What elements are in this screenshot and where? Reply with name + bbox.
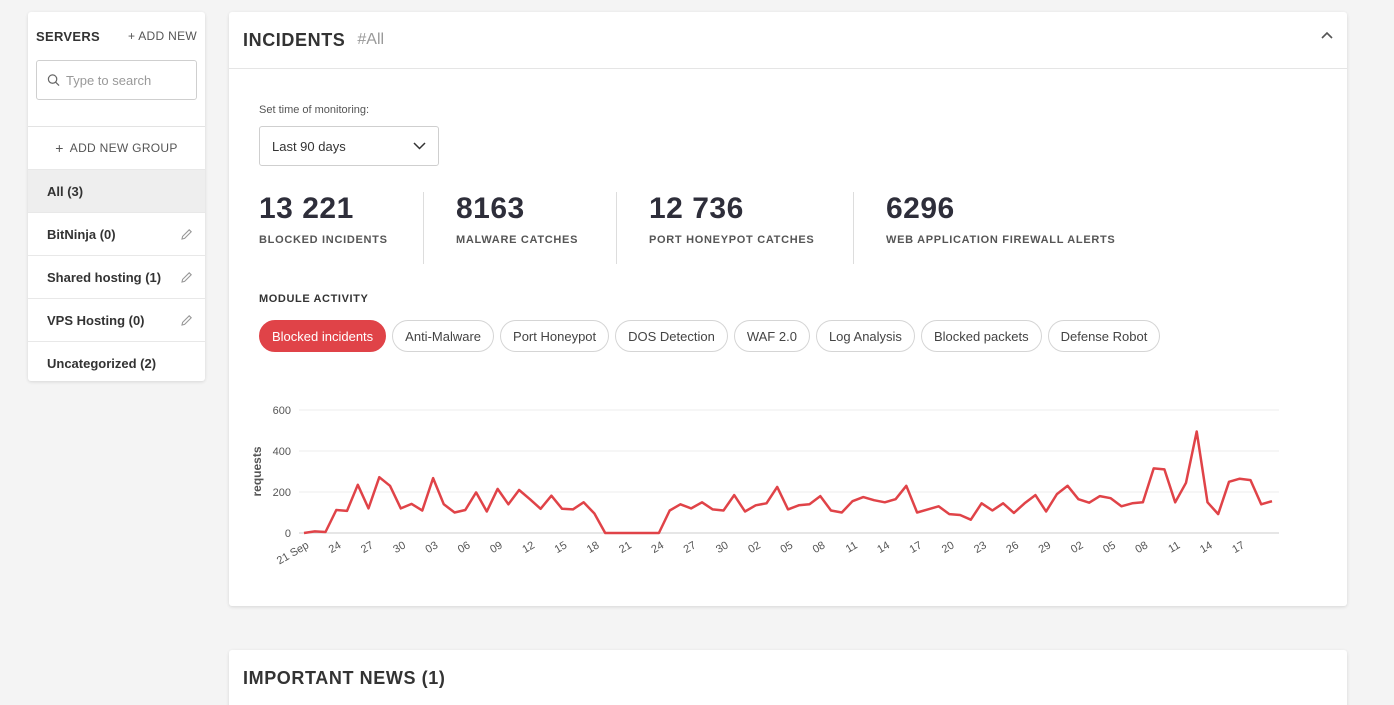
x-tick-label: 30 [391,539,408,556]
sidebar-group-item[interactable]: VPS Hosting (0) [28,298,205,341]
module-tab[interactable]: WAF 2.0 [733,320,810,352]
server-search-input[interactable] [66,72,186,88]
stat-waf-alerts: 6296 WEB APPLICATION FIREWALL ALERTS [886,192,1115,264]
sidebar-group-label: VPS Hosting (0) [47,312,145,328]
incidents-title: INCIDENTS [243,29,346,50]
x-tick-label: 24 [649,539,666,556]
y-axis-label: requests [250,446,264,496]
module-tabs: Blocked incidents Anti-Malware Port Honeyp… [259,320,1161,352]
y-tick-label: 0 [285,528,291,540]
sidebar-group-item[interactable]: All (3) [28,169,205,212]
module-tab[interactable]: Blocked packets [920,320,1042,352]
chevron-up-icon[interactable] [1321,31,1333,39]
incidents-card: INCIDENTS #All Set time of monitoring: L… [229,12,1347,606]
y-tick-label: 600 [273,405,291,417]
x-tick-label: 23 [972,539,989,556]
important-news-title: IMPORTANT NEWS (1) [243,668,446,688]
plus-icon: + [55,140,64,156]
stat-blocked-incidents: 13 221 BLOCKED INCIDENTS [259,192,388,264]
module-tab[interactable]: Log Analysis [815,320,915,352]
x-tick-label: 17 [908,539,925,556]
x-tick-label: 21 Sep [275,539,311,567]
y-tick-label: 400 [273,446,291,458]
important-news-card: IMPORTANT NEWS (1) [229,650,1347,705]
stat-label: MALWARE CATCHES [456,234,579,246]
x-tick-label: 14 [1198,539,1215,556]
monitoring-period-select[interactable]: Last 90 days [259,126,439,166]
x-tick-label: 09 [488,539,505,556]
activity-chart: 0 200 400 600 requests 21 Sep 24 27 30 03 06 09 12 15… [250,405,1279,567]
y-tick-label: 200 [273,487,291,499]
x-tick-label: 02 [1069,539,1086,556]
pencil-icon[interactable] [180,314,193,327]
stat-value: 12 736 [649,192,744,225]
x-tick-label: 20 [940,539,957,556]
x-tick-label: 05 [778,539,795,556]
sidebar-group-label: All (3) [47,183,84,199]
stat-label: WEB APPLICATION FIREWALL ALERTS [886,234,1116,246]
sidebar-group-label: BitNinja (0) [47,226,116,242]
stat-label: BLOCKED INCIDENTS [259,234,388,246]
pencil-icon[interactable] [180,228,193,241]
module-tab[interactable]: DOS Detection [615,320,728,352]
add-new-server-button[interactable]: + ADD NEW [127,29,197,43]
x-tick-label: 24 [327,539,344,556]
x-tick-label: 18 [585,539,602,556]
module-tab[interactable]: Defense Robot [1047,320,1161,352]
x-tick-label: 11 [1166,539,1182,555]
x-tick-label: 21 [617,539,634,556]
stat-value: 8163 [456,192,525,225]
module-tab[interactable]: Port Honeypot [500,320,610,352]
sidebar-group-item[interactable]: Shared hosting (1) [28,255,205,298]
x-tick-label: 02 [746,539,763,556]
x-tick-label: 06 [456,539,473,556]
module-tab[interactable]: Blocked incidents [259,320,387,352]
x-tick-label: 14 [875,539,892,556]
monitoring-period-value: Last 90 days [272,138,346,154]
stat-port-honeypot-catches: 12 736 PORT HONEYPOT CATCHES [649,192,814,264]
module-activity-title: MODULE ACTIVITY [259,293,369,305]
add-group-label: ADD NEW GROUP [69,141,178,155]
x-tick-label: 27 [682,539,699,556]
server-search-box[interactable] [36,60,197,100]
x-tick-label: 17 [1230,539,1247,556]
stat-malware-catches: 8163 MALWARE CATCHES [456,192,578,264]
x-tick-label: 11 [844,539,860,555]
add-new-group-button[interactable]: + ADD NEW GROUP [28,127,205,169]
chevron-down-icon [413,142,426,150]
sidebar-group-label: Shared hosting (1) [47,269,162,285]
search-icon [47,74,60,86]
monitoring-label: Set time of monitoring: [259,104,370,116]
sidebar-group-label: Uncategorized (2) [47,355,157,371]
sidebar-group-item[interactable]: BitNinja (0) [28,212,205,255]
stat-label: PORT HONEYPOT CATCHES [649,234,815,246]
stat-value: 6296 [886,192,955,225]
x-tick-label: 05 [1101,539,1118,556]
stat-value: 13 221 [259,192,354,225]
x-tick-label: 12 [520,539,537,556]
sidebar-divider [28,126,205,127]
module-tab[interactable]: Anti-Malware [392,320,495,352]
pencil-icon[interactable] [180,271,193,284]
x-tick-label: 29 [1037,539,1054,556]
stat-divider [853,192,854,264]
stat-divider [423,192,424,264]
stat-divider [616,192,617,264]
sidebar-title: SERVERS [36,28,100,44]
x-tick-label: 03 [424,539,441,556]
x-tick-label: 08 [1133,539,1150,556]
x-tick-label: 26 [1004,539,1021,556]
x-tick-label: 27 [359,539,376,556]
series-line-blocked-incidents [303,430,1273,535]
incidents-header: INCIDENTS #All [229,12,1347,69]
x-tick-label: 08 [811,539,828,556]
incidents-tag: #All [357,31,385,48]
x-tick-label: 30 [714,539,731,556]
x-tick-label: 15 [553,539,570,556]
sidebar-group-item[interactable]: Uncategorized (2) [28,341,205,384]
sidebar-header: SERVERS + ADD NEW [28,12,205,60]
servers-sidebar: SERVERS + ADD NEW + ADD NEW GROUP All (3… [28,12,205,381]
group-list: All (3) BitNinja (0) Shared hosting (1) VPS… [28,169,205,384]
